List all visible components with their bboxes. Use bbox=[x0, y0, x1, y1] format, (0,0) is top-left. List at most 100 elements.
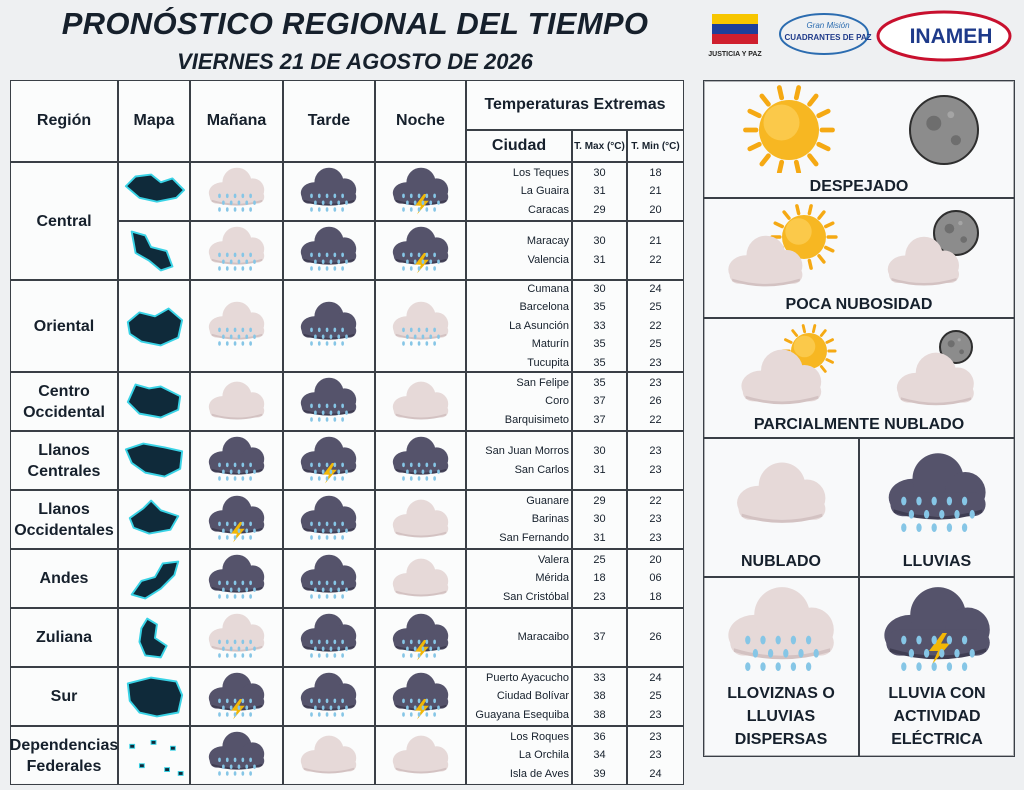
temp-min-text: 23 bbox=[649, 708, 662, 721]
icon-shape bbox=[785, 218, 812, 245]
temp-max-text: 38 bbox=[593, 690, 606, 703]
icon-shape bbox=[325, 403, 329, 408]
icon-shape bbox=[150, 739, 157, 745]
icon-shape bbox=[782, 210, 791, 220]
icon-shape bbox=[252, 586, 256, 592]
icon-shape bbox=[317, 698, 321, 703]
icon-shape bbox=[333, 193, 337, 198]
city-name-text: Barquisimeto bbox=[504, 413, 569, 426]
icon-shape bbox=[225, 327, 229, 333]
icon-shape bbox=[946, 662, 953, 671]
legend-label-text: DESPEJADO bbox=[809, 178, 909, 195]
temp-min-text: 20 bbox=[649, 203, 662, 216]
icon-shape bbox=[401, 265, 405, 271]
weather-icon bbox=[392, 226, 448, 273]
icon-shape bbox=[901, 523, 907, 532]
icon-shape bbox=[221, 527, 225, 533]
icon-shape bbox=[329, 704, 333, 710]
icon-shape bbox=[341, 580, 344, 585]
grid-cell bbox=[627, 608, 684, 667]
icon-shape bbox=[901, 496, 975, 532]
icon-shape bbox=[240, 770, 244, 776]
icon-shape bbox=[244, 763, 248, 769]
legend-item: DESPEJADO bbox=[703, 80, 1015, 198]
region-map bbox=[124, 173, 186, 203]
icon-shape bbox=[310, 698, 313, 703]
icon-shape bbox=[773, 221, 784, 229]
icon-shape bbox=[401, 193, 405, 198]
header-cell: Mañana bbox=[190, 80, 283, 162]
icon-shape bbox=[225, 593, 229, 599]
icon-shape bbox=[317, 206, 321, 212]
temp-min: 23 bbox=[627, 464, 684, 478]
city-name-text: Cumana bbox=[527, 283, 569, 295]
temp-min-text: 22 bbox=[649, 319, 662, 332]
icon-shape bbox=[317, 711, 321, 717]
icon-shape bbox=[816, 108, 831, 119]
icon-shape bbox=[745, 395, 819, 405]
icon-shape bbox=[405, 468, 409, 474]
icon-shape bbox=[329, 586, 333, 592]
icon-shape bbox=[248, 265, 252, 271]
icon-shape bbox=[888, 478, 937, 517]
icon-shape bbox=[128, 499, 180, 535]
legend-frame bbox=[703, 80, 1015, 757]
grid-cell bbox=[466, 490, 572, 549]
icon-shape bbox=[310, 265, 313, 271]
icon-shape bbox=[209, 576, 264, 591]
grid-cell bbox=[627, 667, 684, 726]
icon-shape bbox=[417, 206, 420, 212]
icon-shape bbox=[337, 704, 341, 710]
legend-label-text: PARCIALMENTE NUBLADO bbox=[753, 416, 965, 433]
legend-item: NUBLADO bbox=[703, 438, 859, 577]
logo-ring bbox=[876, 10, 1012, 62]
icon-shape bbox=[395, 531, 446, 537]
icon-shape bbox=[321, 334, 325, 339]
icon-shape bbox=[217, 757, 256, 776]
icon-shape bbox=[209, 324, 264, 338]
weather-icon bbox=[300, 735, 357, 773]
temp-min: 21 bbox=[627, 185, 684, 199]
icon-shape bbox=[129, 743, 136, 749]
icon-shape bbox=[248, 593, 252, 599]
icon-shape bbox=[782, 215, 826, 259]
icon-shape bbox=[310, 462, 313, 467]
icon-shape bbox=[310, 639, 313, 644]
icon-shape bbox=[811, 368, 817, 378]
region-name-text: Oriental bbox=[33, 317, 95, 335]
weather-icon bbox=[300, 377, 357, 422]
temp-max-text: 33 bbox=[593, 671, 606, 684]
icon-shape bbox=[310, 252, 348, 271]
icon-shape bbox=[424, 252, 428, 257]
icon-shape bbox=[788, 479, 826, 517]
icon-shape bbox=[424, 711, 428, 717]
legend-item: POCA NUBOSIDAD bbox=[703, 198, 1015, 318]
icon-shape bbox=[417, 462, 420, 467]
icon-shape bbox=[901, 635, 975, 671]
icon-shape bbox=[225, 475, 229, 481]
city-name: Barquisimeto bbox=[466, 414, 569, 428]
icon-shape bbox=[741, 513, 823, 523]
icon-shape bbox=[946, 496, 953, 506]
icon-shape bbox=[217, 327, 221, 333]
weather-icon bbox=[208, 495, 264, 542]
grid-cell bbox=[572, 431, 627, 490]
icon-shape bbox=[824, 221, 835, 229]
region-name: Oriental bbox=[10, 280, 118, 372]
icon-shape bbox=[333, 265, 337, 271]
weather-icon bbox=[300, 167, 357, 212]
icon-shape bbox=[217, 534, 221, 540]
header-cell-text: Mapa bbox=[133, 112, 175, 129]
icon-shape bbox=[233, 521, 236, 526]
icon-shape bbox=[732, 278, 800, 287]
icon-shape bbox=[421, 704, 424, 710]
icon-shape bbox=[409, 639, 413, 644]
temp-min: 23 bbox=[627, 532, 684, 546]
city-name-text: San Felipe bbox=[516, 376, 569, 389]
weather-icon bbox=[208, 672, 264, 719]
icon-shape bbox=[221, 468, 225, 474]
region-name-text: Zuliana bbox=[35, 629, 92, 646]
icon-shape bbox=[233, 341, 236, 346]
temp-min: 22 bbox=[627, 320, 684, 334]
